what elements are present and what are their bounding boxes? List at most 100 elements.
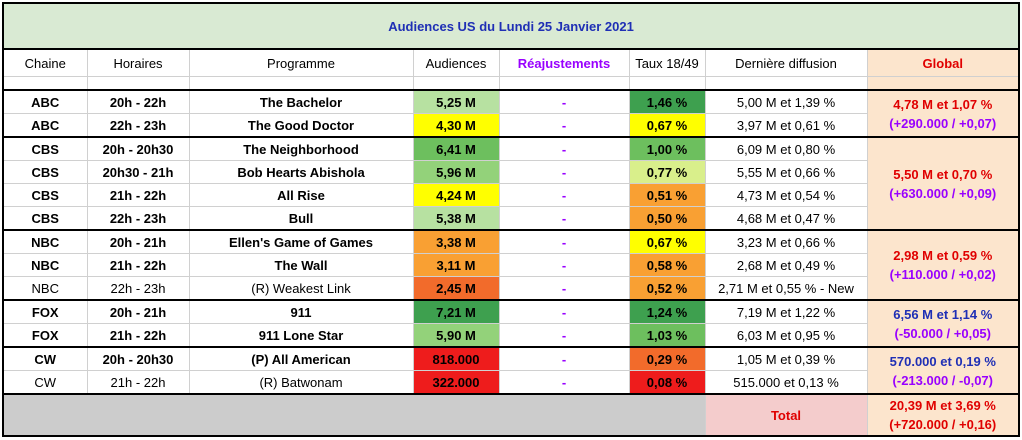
channel-cell: NBC [2,229,88,254]
table-row: CBS 21h - 22h All Rise 4,24 M -0,51 % 4,73 M … [2,183,1019,207]
last-broadcast-cell: 7,19 M et 1,22 % [704,299,868,324]
rate-cell: 0,51 % [628,183,706,207]
spacer-cell [866,76,1021,91]
global-line2: (-213.000 / -0,07) [892,372,993,388]
rate-cell: 0,58 % [628,253,706,277]
time-cell: 20h - 20h30 [86,136,190,161]
global-cell: 2,98 M et 0,59 % (+110.000 / +0,02) [866,229,1021,301]
header-reajustements: Réajustements [498,48,630,77]
program-cell: (R) Batwonam [188,370,414,395]
last-broadcast-cell: 6,03 M et 0,95 % [704,323,868,348]
program-cell: The Good Doctor [188,113,414,138]
audience-cell: 322.000 [412,370,500,395]
program-cell: (P) All American [188,346,414,371]
last-broadcast-cell: 6,09 M et 0,80 % [704,136,868,161]
channel-cell: NBC [2,253,88,277]
global-line2: (+630.000 / +0,09) [889,185,997,201]
channel-cell: CBS [2,206,88,231]
audience-cell: 3,11 M [412,253,500,277]
spacer-cell [188,76,414,91]
reajust-cell: - [498,136,630,161]
global-line2: (+110.000 / +0,02) [889,267,996,282]
global-line2: (+290.000 / +0,07) [889,115,997,131]
table-row: ABC 22h - 23h The Good Doctor 4,30 M -0,67 %… [2,113,1019,138]
spacer-cell [2,76,88,91]
channel-cell: CW [2,346,88,371]
global-line1: 5,50 M et 0,70 % [893,166,993,182]
table-title: Audiences US du Lundi 25 Janvier 2021 [1,2,1021,50]
audience-cell: 5,38 M [412,206,500,231]
total-value-line1: 20,39 M et 3,69 % [889,398,996,413]
header-chaine: Chaine [2,48,88,77]
audience-cell: 7,21 M [412,299,500,324]
audience-cell: 6,41 M [412,136,500,161]
last-broadcast-cell: 5,55 M et 0,66 % [704,160,868,184]
program-cell: The Wall [188,253,414,277]
reajust-cell: - [498,160,630,184]
global-line1: 2,98 M et 0,59 % [893,248,993,263]
last-broadcast-cell: 5,00 M et 1,39 % [704,89,868,114]
header-derniere-diffusion: Dernière diffusion [704,48,868,77]
table-row: CW 21h - 22h (R) Batwonam 322.000-0,08 % 515… [2,370,1019,395]
last-broadcast-cell: 3,23 M et 0,66 % [704,229,868,254]
table-body: ABC 20h - 22h The Bachelor 5,25 M -1,46 % 5,0… [2,89,1021,395]
reajust-cell: - [498,323,630,348]
time-cell: 21h - 22h [86,323,190,348]
time-cell: 20h30 - 21h [86,160,190,184]
channel-cell: ABC [2,113,88,138]
reajust-cell: - [498,370,630,395]
table-row: CW 20h - 20h30 (P) All American 818.000-0,2… [2,346,1021,395]
total-label: Total [704,393,868,437]
channel-cell: FOX [2,323,88,348]
rate-cell: 0,52 % [628,276,706,301]
table-row: CBS 20h - 20h30 The Neighborhood 6,41 M -1,0… [2,136,1021,231]
reajust-cell: - [498,276,630,301]
table-row: NBC 20h - 21h Ellen's Game of Games 3,38 M-… [2,229,1021,301]
rate-cell: 0,29 % [628,346,706,371]
reajust-cell: - [498,346,630,371]
last-broadcast-cell: 4,73 M et 0,54 % [704,183,868,207]
total-value: 20,39 M et 3,69 % (+720.000 / +0,16) [866,393,1021,437]
last-broadcast-cell: 4,68 M et 0,47 % [704,206,868,231]
time-cell: 22h - 23h [86,276,190,301]
last-broadcast-cell: 2,68 M et 0,49 % [704,253,868,277]
rate-cell: 1,46 % [628,89,706,114]
global-cell: 5,50 M et 0,70 % (+630.000 / +0,09) [866,136,1021,231]
program-cell: 911 Lone Star [188,323,414,348]
program-cell: All Rise [188,183,414,207]
time-cell: 20h - 21h [86,299,190,324]
reajust-cell: - [498,299,630,324]
program-cell: Bull [188,206,414,231]
time-cell: 21h - 22h [86,370,190,395]
table-row: FOX 21h - 22h 911 Lone Star 5,90 M -1,03 % 6,… [2,323,1019,348]
audience-cell: 4,24 M [412,183,500,207]
program-cell: Ellen's Game of Games [188,229,414,254]
channel-cell: CBS [2,136,88,161]
global-line1: 570.000 et 0,19 % [889,353,996,369]
time-cell: 21h - 22h [86,183,190,207]
time-cell: 20h - 20h30 [86,346,190,371]
program-cell: 911 [188,299,414,324]
global-cell: 570.000 et 0,19 % (-213.000 / -0,07) [866,346,1021,395]
spacer-cell [86,76,190,91]
spacer-row [2,76,1021,91]
spacer-cell [704,76,868,91]
reajust-cell: - [498,89,630,114]
table-row: ABC 20h - 22h The Bachelor 5,25 M -1,46 % 5,0… [2,89,1021,138]
time-cell: 21h - 22h [86,253,190,277]
spacer-cell [498,76,630,91]
last-broadcast-cell: 1,05 M et 0,39 % [704,346,868,371]
global-line1: 6,56 M et 1,14 % [893,306,993,322]
reajust-cell: - [498,206,630,231]
audience-cell: 4,30 M [412,113,500,138]
reajust-cell: - [498,253,630,277]
channel-cell: ABC [2,89,88,114]
audience-cell: 818.000 [412,346,500,371]
audience-cell: 5,96 M [412,160,500,184]
table-row: NBC 22h - 23h (R) Weakest Link 2,45 M -0,52 … [2,276,1019,301]
channel-cell: CBS [2,160,88,184]
program-cell: (R) Weakest Link [188,276,414,301]
global-line2: (-50.000 / +0,05) [894,325,991,341]
